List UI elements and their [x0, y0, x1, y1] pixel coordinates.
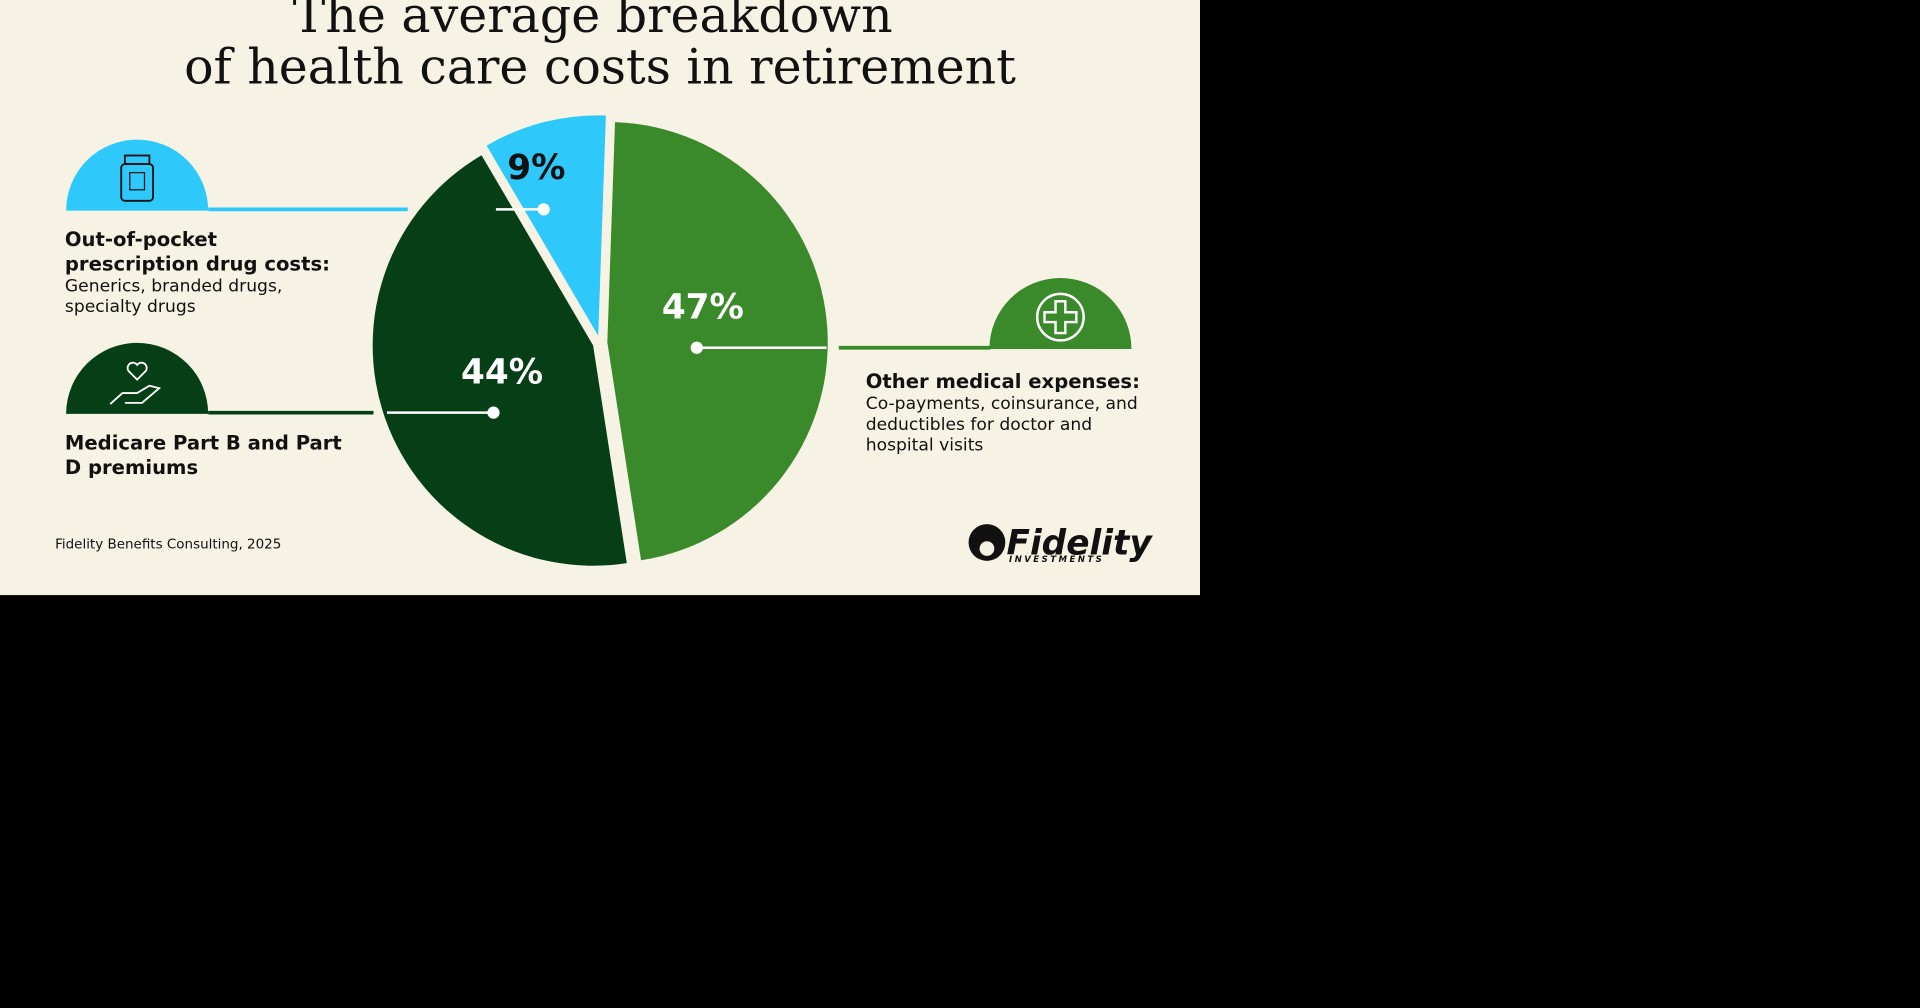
- category-icon: [66, 139, 209, 211]
- icon-badge: [989, 277, 1132, 349]
- category-label: Other medical expenses:: [865, 369, 1140, 394]
- source: Fidelity Benefits Consulting, 2025: [55, 536, 282, 553]
- chart: The average breakdown of health care cos…: [66, 0, 1154, 566]
- icon-badge: [66, 139, 209, 211]
- icon-heart: [126, 361, 148, 381]
- pie-slice: [486, 115, 606, 336]
- icon-cross: [1043, 300, 1078, 335]
- icon-hand: [109, 384, 162, 405]
- value-label: 44%: [461, 352, 543, 392]
- logo-name: Fidelity: [1007, 524, 1154, 564]
- icon-cap: [123, 154, 151, 166]
- category-label: Out-of-pocket prescription drug costs:: [64, 227, 330, 276]
- title-line: of health care costs in retirement: [184, 38, 1016, 95]
- logo-tagline: INVESTMENTS: [1009, 555, 1104, 565]
- icon-rx: [129, 172, 146, 191]
- leader-dot: [690, 341, 703, 354]
- category-icon: [989, 277, 1132, 349]
- pie-slice: [607, 122, 828, 561]
- leader-dot: [537, 203, 550, 216]
- logo: Fidelity INVESTMENTS: [968, 524, 1154, 565]
- value-label: 9%: [507, 148, 565, 188]
- value-label: 47%: [662, 287, 744, 327]
- infographic: The average breakdown of health care cos…: [0, 0, 1201, 596]
- category-description: Co-payments, coinsurance, and deductible…: [865, 394, 1138, 456]
- category-label: Medicare Part B and Part D premiums: [64, 431, 342, 479]
- pie-slice: [372, 155, 627, 566]
- title-line: The average breakdown: [293, 0, 893, 44]
- icon-ring: [1035, 292, 1085, 342]
- category-description: Generics, branded drugs, specialty drugs: [64, 276, 283, 318]
- category-icon: [66, 342, 209, 414]
- leader-dot: [487, 406, 500, 419]
